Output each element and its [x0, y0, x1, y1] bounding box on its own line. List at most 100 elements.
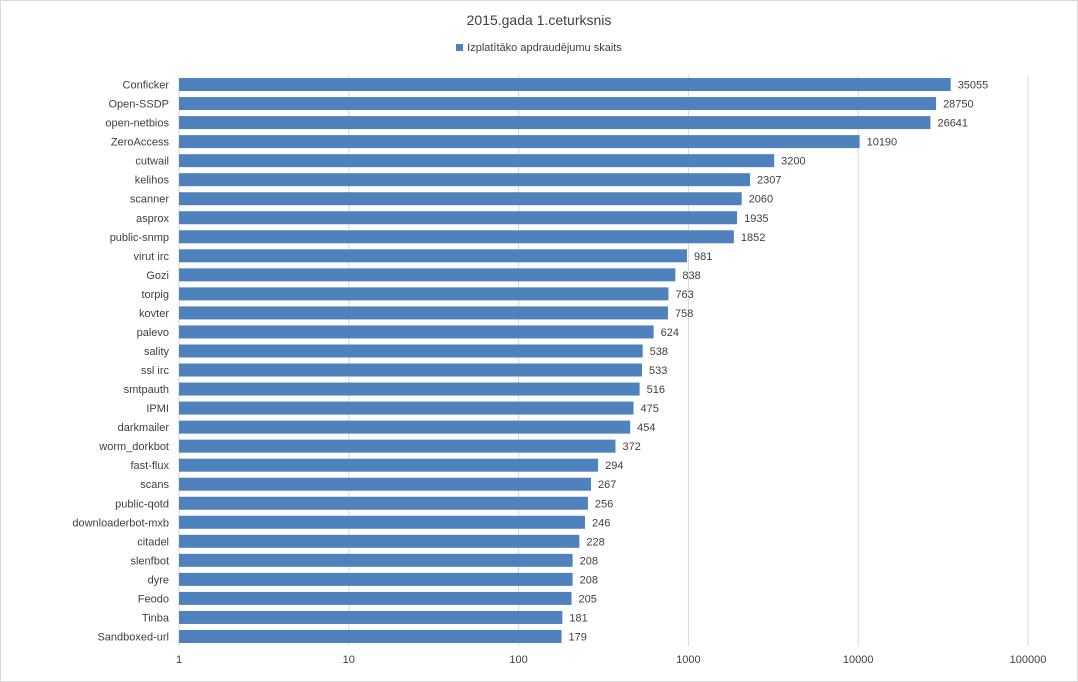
bar: [179, 325, 654, 339]
data-label: 763: [675, 289, 693, 301]
bar: [179, 306, 668, 320]
category-label: slenfbot: [130, 555, 169, 567]
data-label: 475: [641, 403, 659, 415]
bar: [179, 534, 580, 548]
category-label: open-netbios: [105, 118, 169, 130]
data-label: 2060: [749, 194, 773, 206]
bar: [179, 135, 860, 149]
data-label: 267: [598, 479, 616, 491]
category-label: asprox: [136, 213, 170, 225]
legend-label: Izplatītāko apdraudējumu skaits: [467, 42, 622, 54]
x-tick-label: 1: [176, 654, 182, 666]
category-label: fast-flux: [130, 460, 169, 472]
data-label: 538: [650, 346, 668, 358]
category-label: virut irc: [134, 251, 170, 263]
bar: [179, 496, 588, 510]
data-label: 256: [595, 498, 613, 510]
data-label: 10190: [867, 137, 898, 149]
x-tick-label: 1000: [676, 654, 700, 666]
category-label: torpig: [141, 289, 169, 301]
data-label: 181: [569, 612, 587, 624]
category-label: dyre: [148, 574, 169, 586]
data-label: 624: [661, 327, 679, 339]
category-label: darkmailer: [118, 422, 170, 434]
data-label: 179: [569, 631, 587, 643]
bar: [179, 173, 751, 187]
x-tick-label: 100: [509, 654, 527, 666]
data-label: 372: [622, 441, 640, 453]
data-label: 208: [580, 574, 598, 586]
category-label: ZeroAccess: [111, 137, 170, 149]
bar: [179, 287, 669, 301]
category-label: kovter: [139, 308, 169, 320]
bar: [179, 116, 931, 130]
bar: [179, 420, 631, 434]
legend: Izplatītāko apdraudējumu skaits: [1, 42, 1077, 54]
category-label: public-snmp: [110, 232, 169, 244]
data-label: 1852: [741, 232, 765, 244]
category-label: cutwail: [135, 156, 169, 168]
bar: [179, 211, 738, 225]
bar: [179, 249, 687, 263]
category-label: worm_dorkbot: [98, 441, 169, 453]
category-label: Sandboxed-url: [97, 631, 169, 643]
data-label: 454: [637, 422, 655, 434]
bar: [179, 230, 734, 244]
bar: [179, 629, 562, 643]
category-label: Conficker: [123, 80, 170, 92]
bar: [179, 154, 775, 168]
bar: [179, 192, 742, 206]
x-tick-label: 100000: [1010, 654, 1047, 666]
data-label: 28750: [943, 99, 974, 111]
category-label: sality: [144, 346, 170, 358]
bar: [179, 591, 572, 605]
category-label: citadel: [137, 536, 169, 548]
bar: [179, 97, 937, 111]
x-tick-label: 10: [343, 654, 355, 666]
bar: [179, 401, 634, 415]
category-label: kelihos: [135, 175, 170, 187]
chart-title: 2015.gada 1.ceturksnis: [466, 12, 612, 28]
data-label: 228: [586, 536, 604, 548]
category-label: Open-SSDP: [108, 99, 169, 111]
category-label: downloaderbot-mxb: [72, 517, 169, 529]
data-label: 981: [694, 251, 712, 263]
bar: [179, 610, 563, 624]
data-label: 35055: [958, 80, 989, 92]
category-label: Gozi: [146, 270, 169, 282]
data-label: 246: [592, 517, 610, 529]
bar: [179, 78, 951, 92]
bar: [179, 477, 592, 491]
bar: [179, 382, 640, 396]
data-label: 516: [647, 384, 665, 396]
bar: [179, 439, 616, 453]
bar: [179, 515, 585, 529]
data-label: 533: [649, 365, 667, 377]
data-label: 294: [605, 460, 623, 472]
bar: [179, 572, 573, 586]
data-label: 205: [579, 593, 597, 605]
x-tick-label: 10000: [843, 654, 874, 666]
category-label: palevo: [137, 327, 169, 339]
data-label: 26641: [937, 118, 968, 130]
data-label: 838: [682, 270, 700, 282]
category-label: Feodo: [138, 593, 169, 605]
bar: [179, 268, 676, 282]
bar: [179, 458, 599, 472]
category-label: scans: [140, 479, 169, 491]
data-label: 3200: [781, 156, 805, 168]
category-label: IPMI: [146, 403, 169, 415]
data-label: 2307: [757, 175, 781, 187]
legend-swatch: [456, 44, 464, 51]
bar: [179, 363, 642, 377]
data-label: 208: [580, 555, 598, 567]
category-label: public-qotd: [115, 498, 169, 510]
data-label: 758: [675, 308, 693, 320]
category-label: Tinba: [142, 612, 170, 624]
bar: [179, 553, 573, 567]
category-label: ssl irc: [141, 365, 170, 377]
category-label: smtpauth: [124, 384, 169, 396]
category-label: scanner: [130, 194, 169, 206]
